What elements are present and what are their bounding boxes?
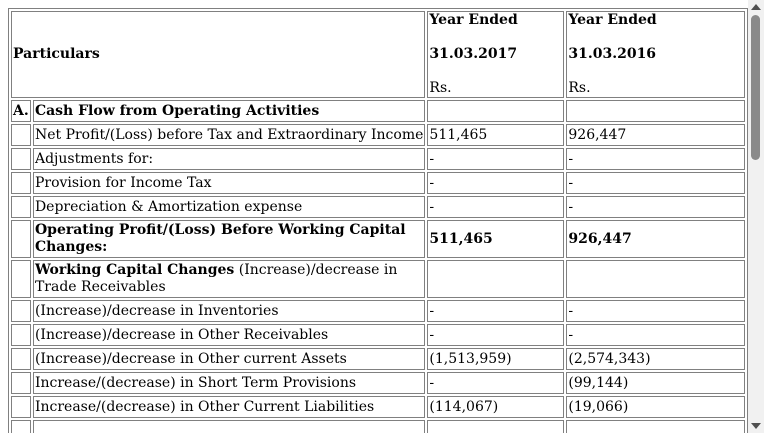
unit-label: Rs.	[568, 80, 591, 96]
row-label: Increase/(decrease) in Other Current Lia…	[32, 396, 426, 418]
header-row: Particulars Year Ended 31.03.2017 Rs. Ye…	[11, 11, 745, 98]
table-row: Provision for Income Tax - -	[11, 172, 745, 194]
row-label: Cash Flow from Operating Activities	[32, 100, 426, 122]
section-marker	[11, 172, 31, 194]
value-2017: (114,067)	[427, 396, 565, 418]
vertical-scrollbar[interactable]	[748, 0, 764, 433]
row-label: (Increase)/decrease in Other Receivables	[32, 324, 426, 346]
value-2017: -	[427, 300, 565, 322]
unit-label: Rs.	[429, 80, 452, 96]
year-2016-header: Year Ended 31.03.2016 Rs.	[566, 11, 745, 98]
value-2016: -	[566, 196, 745, 218]
table-row: Increase/(decrease) in Short Term Provis…	[11, 372, 745, 394]
table-row: Working Capital Changes (Increase)/decre…	[11, 260, 745, 298]
value-2016: -	[566, 172, 745, 194]
row-label: Depreciation & Amortization expense	[32, 196, 426, 218]
row-label: (Increase)/decrease in Other current Ass…	[32, 348, 426, 370]
row-label: Provision for Income Tax	[32, 172, 426, 194]
value-2017: -	[427, 372, 565, 394]
section-marker: A.	[11, 100, 31, 122]
year-ended-label: Year Ended	[568, 12, 657, 28]
section-marker	[11, 124, 31, 146]
document-viewport: Particulars Year Ended 31.03.2017 Rs. Ye…	[8, 8, 748, 433]
year-ended-label: Year Ended	[429, 12, 518, 28]
table-row: Increase/(decrease) in Other Current Lia…	[11, 396, 745, 418]
value-2016: (2,574,343)	[566, 348, 745, 370]
value-2017: -	[427, 148, 565, 170]
row-label-rest: (Increase)/decrease in Trade Receivables	[34, 262, 398, 295]
row-label: Adjustments for:	[32, 148, 426, 170]
section-marker	[11, 324, 31, 346]
value-2017: -	[427, 196, 565, 218]
row-label: Working Capital Changes (Increase)/decre…	[32, 260, 426, 298]
table-row: Operating Profit/(Loss) Before Working C…	[11, 220, 745, 258]
value-2017: 511,465	[427, 220, 565, 258]
section-marker	[11, 372, 31, 394]
value-2017	[427, 420, 565, 433]
value-2016	[566, 100, 745, 122]
section-marker	[11, 420, 31, 433]
value-2016: (99,144)	[566, 372, 745, 394]
cash-flow-table: Particulars Year Ended 31.03.2017 Rs. Ye…	[8, 8, 748, 433]
value-2017: -	[427, 172, 565, 194]
value-2017: 511,465	[427, 124, 565, 146]
value-2016: -	[566, 300, 745, 322]
table-row: (Increase)/decrease in Other Receivables…	[11, 324, 745, 346]
table-row: Adjustments for: - -	[11, 148, 745, 170]
table-row: Net Profit/(Loss) before Tax and Extraor…	[11, 124, 745, 146]
value-2016: 926,447	[566, 220, 745, 258]
value-2017	[427, 100, 565, 122]
section-marker	[11, 300, 31, 322]
value-2016	[566, 260, 745, 298]
section-marker	[11, 396, 31, 418]
table-row: (Increase)/decrease in Inventories - -	[11, 300, 745, 322]
row-label: Increase/(decrease) in Short Term Provis…	[32, 372, 426, 394]
section-marker	[11, 196, 31, 218]
table-row: A. Cash Flow from Operating Activities	[11, 100, 745, 122]
scrollbar-thumb[interactable]	[751, 15, 760, 160]
section-marker	[11, 260, 31, 298]
section-marker	[11, 220, 31, 258]
value-2016: -	[566, 324, 745, 346]
value-2017: (1,513,959)	[427, 348, 565, 370]
value-2016: (19,066)	[566, 396, 745, 418]
section-marker	[11, 348, 31, 370]
section-marker	[11, 148, 31, 170]
row-label: Operating Profit/(Loss) Before Working C…	[32, 220, 426, 258]
row-label: (Increase)/decrease in Inventories	[32, 300, 426, 322]
table-row: (Increase)/decrease in Other current Ass…	[11, 348, 745, 370]
scroll-down-arrow-icon[interactable]	[751, 423, 761, 429]
value-2017	[427, 260, 565, 298]
value-2016	[566, 420, 745, 433]
value-2016: 926,447	[566, 124, 745, 146]
value-2016: -	[566, 148, 745, 170]
particulars-header: Particulars	[11, 11, 426, 98]
year-2017-header: Year Ended 31.03.2017 Rs.	[427, 11, 565, 98]
date-label: 31.03.2016	[568, 46, 657, 62]
table-row: Depreciation & Amortization expense - -	[11, 196, 745, 218]
date-label: 31.03.2017	[429, 46, 518, 62]
scroll-up-arrow-icon[interactable]	[751, 4, 761, 10]
row-label: Net Profit/(Loss) before Tax and Extraor…	[32, 124, 426, 146]
table-row-partial	[11, 420, 745, 433]
row-label-bold: Working Capital Changes	[34, 262, 235, 278]
row-label	[32, 420, 426, 433]
value-2017: -	[427, 324, 565, 346]
